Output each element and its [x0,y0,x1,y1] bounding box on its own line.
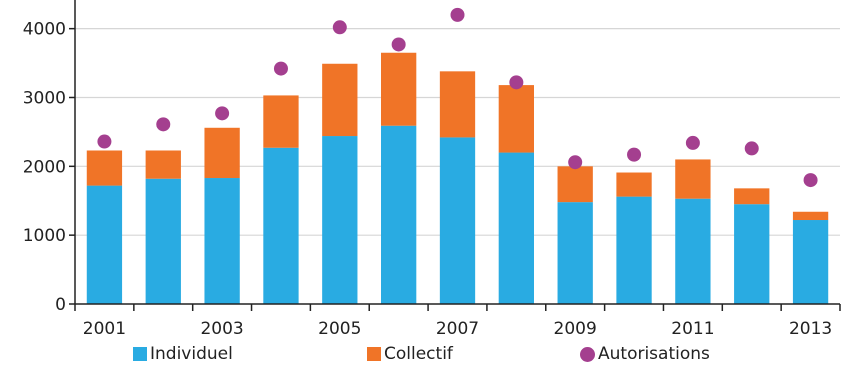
legend-item-collectif: Collectif [367,344,453,364]
bar-collectif [381,52,417,126]
point-autorisations [156,117,171,132]
legend-item-autorisations: Autorisations [580,344,710,364]
legend-label-autorisations: Autorisations [598,344,710,364]
legend-label-individuel: Individuel [150,344,233,364]
x-tick-label: 2009 [554,319,597,339]
point-autorisations [509,75,524,90]
bar-individuel [675,198,711,304]
x-tick-label: 2003 [200,319,243,339]
legend-item-individuel: Individuel [133,344,233,364]
bar-individuel [145,178,181,304]
x-tick-label: 2013 [789,319,832,339]
bar-individuel [734,204,770,304]
bar-collectif [616,172,652,197]
bar-collectif [204,127,240,179]
legend-swatch-individuel [133,347,147,361]
y-tick-label: 4000 [23,20,66,40]
y-tick-label: 0 [55,295,66,315]
bar-collectif [792,211,829,221]
point-autorisations [391,37,406,52]
point-autorisations [685,135,700,150]
x-tick-label: 2005 [318,319,361,339]
x-tick-label: 2011 [671,319,714,339]
y-tick-label: 1000 [23,226,66,246]
plot-area: 0 1000 2000 3000 4000 2001 2003 2005 2007 2009 201… [23,0,841,339]
legend-swatch-collectif [367,347,381,361]
bar-individuel [381,125,417,304]
bar-collectif [86,150,123,186]
bar-individuel [792,220,829,304]
bar-collectif [439,71,476,138]
point-autorisations [215,106,230,121]
bar-individuel [322,136,358,304]
bar-collectif [557,166,593,203]
bar-individuel [204,178,240,304]
bar-collectif [675,159,711,199]
bar-collectif [498,85,534,153]
bar-individuel [557,202,593,304]
y-tick-label: 2000 [23,157,66,177]
point-autorisations [744,141,759,156]
y-tick-label: 3000 [23,88,66,108]
bar-collectif [263,95,299,148]
legend-label-collectif: Collectif [384,344,453,364]
point-autorisations [273,61,288,76]
point-autorisations [803,173,818,188]
point-autorisations [627,147,642,162]
bar-collectif [322,63,358,137]
bar-individuel [86,185,123,304]
legend-marker-autorisations [580,346,595,362]
bar-collectif [145,150,181,179]
bar-individuel [439,137,476,304]
bar-individuel [498,152,534,304]
bar-collectif [734,188,770,205]
x-tick-label: 2007 [436,319,479,339]
x-tick-label: 2001 [83,319,126,339]
point-autorisations [450,7,465,22]
point-autorisations [332,20,347,35]
legend: Individuel Collectif Autorisations [0,344,842,366]
point-autorisations [568,155,583,170]
bar-individuel [616,196,652,304]
point-autorisations [97,134,112,149]
bar-individuel [263,147,299,304]
